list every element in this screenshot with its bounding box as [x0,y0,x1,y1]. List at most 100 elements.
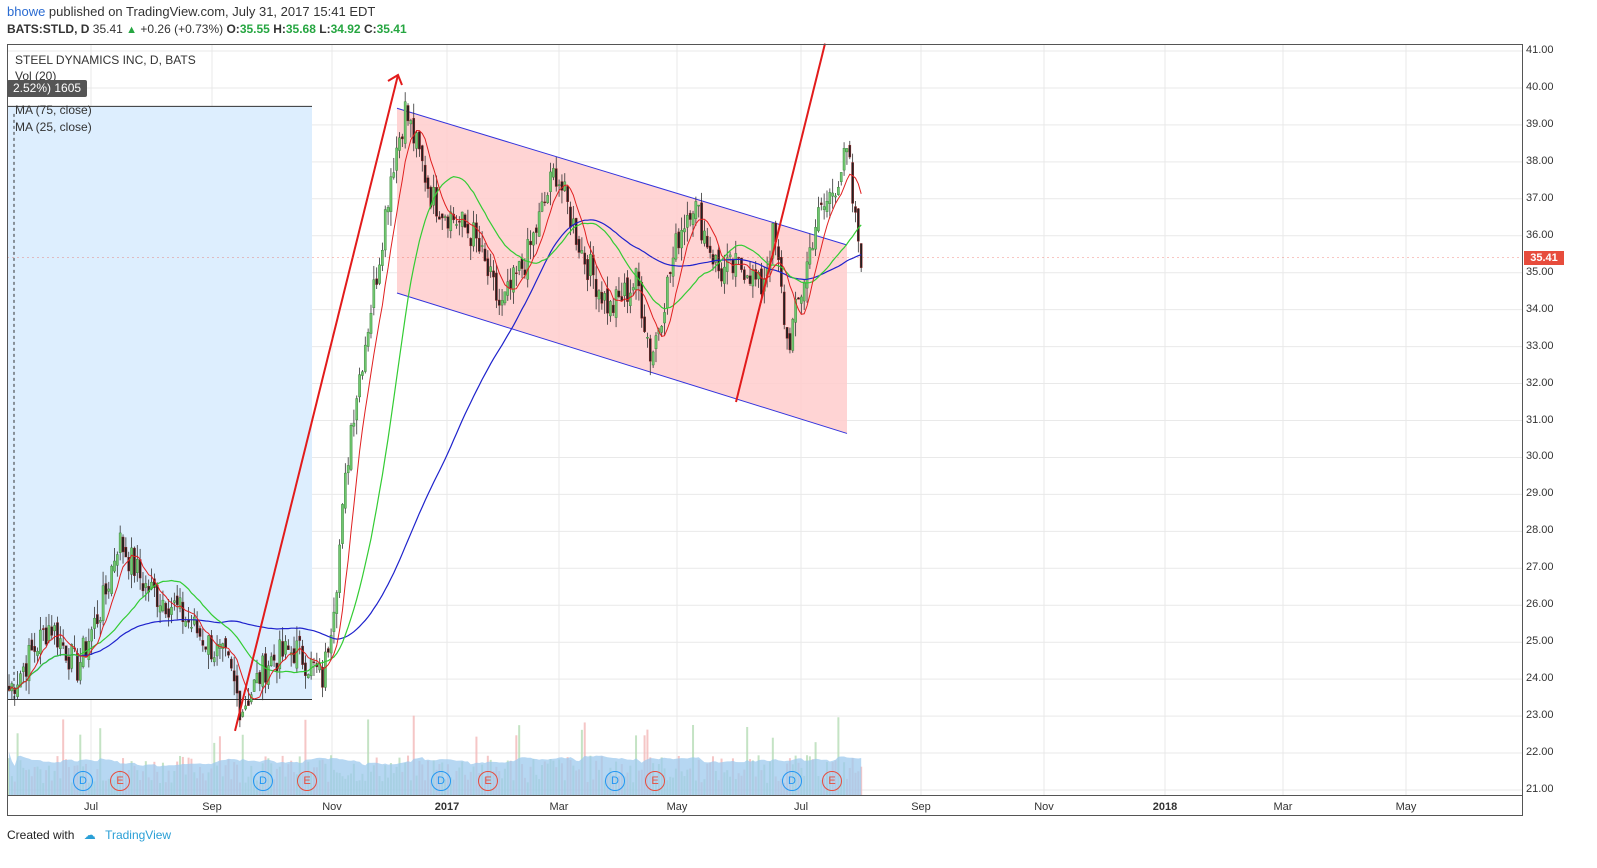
x-tick-label: May [666,801,688,813]
channel-fill [397,108,847,434]
candle-body [39,629,42,654]
candle-body [329,634,333,654]
dividend-marker[interactable]: D [253,771,273,791]
candle-body [822,206,826,210]
author-link[interactable]: bhowe [7,4,46,19]
candle-body [107,588,111,592]
candle-body [352,422,356,427]
candle-body [486,258,490,277]
candle-body [158,605,162,613]
y-tick-label: 32.00 [1526,376,1554,389]
earnings-marker[interactable]: E [645,771,665,791]
earnings-marker[interactable]: E [822,771,842,791]
y-tick-label: 23.00 [1526,709,1554,722]
candle-body [409,120,413,125]
candle-body [204,646,207,650]
candle-body [703,230,706,244]
x-tick-label: Mar [1273,801,1293,813]
candle-body [170,606,173,615]
legend-ma25: MA (25, close) [15,120,92,134]
candle-body [443,216,447,218]
candle-body [825,200,829,212]
candle-body [745,275,749,278]
y-tick-label: 41.00 [1526,44,1554,56]
candle-body [230,658,233,669]
candle-body [566,186,569,202]
candle-body [631,287,635,291]
x-tick-label: Jul [83,801,99,813]
candle-body [609,301,612,317]
candle-body [295,640,299,669]
candle-body [244,705,247,710]
candle-body [782,291,786,325]
candle-body [363,344,367,372]
dividend-marker[interactable]: D [431,771,451,791]
tradingview-cloud-icon: ☁ [83,828,96,842]
candle-body [349,425,353,470]
dividend-marker[interactable]: D [605,771,625,791]
y-tick-label: 22.00 [1526,746,1554,759]
candle-body [178,597,182,609]
candle-body [500,300,504,306]
candle-body [90,629,93,642]
candle-body [298,635,302,641]
dividend-marker[interactable]: D [73,771,93,791]
candle-body [714,255,718,263]
candle-body [477,237,481,252]
earnings-marker[interactable]: E [110,771,130,791]
candle-body [489,266,492,272]
candle-body [854,206,857,213]
last-price-tag: 35.41 [1524,250,1564,265]
candle-body [341,504,344,544]
candle-body [583,252,587,265]
candle-body [167,608,170,618]
earnings-marker[interactable]: E [297,771,317,791]
candle-body [788,333,792,351]
candle-body [654,335,658,350]
volume-bar [367,719,370,795]
candle-body [50,626,54,636]
candle-body [36,650,39,656]
candle-body [611,304,615,313]
candle-body [617,290,621,298]
candle-body [705,235,709,248]
candle-body [70,644,74,669]
candle-body [113,560,116,572]
candle-body [198,628,202,637]
footer: Created with ☁ TradingView [7,828,171,842]
candle-body [648,338,652,362]
candle-body [332,611,336,632]
candle-body [44,627,48,645]
candle-body [688,212,692,220]
candle-body [711,254,715,265]
candle-body [819,202,823,205]
candle-body [190,627,193,629]
candle-body [389,176,393,212]
candle-body [21,666,25,672]
candle-body [623,282,626,297]
candle-body [61,642,65,646]
y-tick-label: 40.00 [1526,80,1554,93]
legend-title: STEEL DYNAMICS INC, D, BATS [15,53,196,67]
dividend-marker[interactable]: D [782,771,802,791]
candle-body [620,296,624,301]
open-value: 35.55 [239,22,270,36]
candle-body [110,565,113,594]
candle-body [284,641,287,655]
earnings-marker[interactable]: E [478,771,498,791]
candle-body [851,162,854,204]
candle-body [104,583,108,595]
candle-body [255,673,259,684]
candle-body [64,645,68,661]
candle-body [96,614,99,625]
high-label: H: [273,22,286,36]
tradingview-link[interactable]: TradingView [105,828,172,842]
candle-body [326,648,330,653]
candle-body [651,351,655,366]
time-axis[interactable] [7,796,1523,816]
candle-body [412,118,416,144]
y-tick-label: 24.00 [1526,672,1554,685]
candle-body [660,326,663,333]
candle-body [375,278,378,285]
candle-body [252,679,256,692]
